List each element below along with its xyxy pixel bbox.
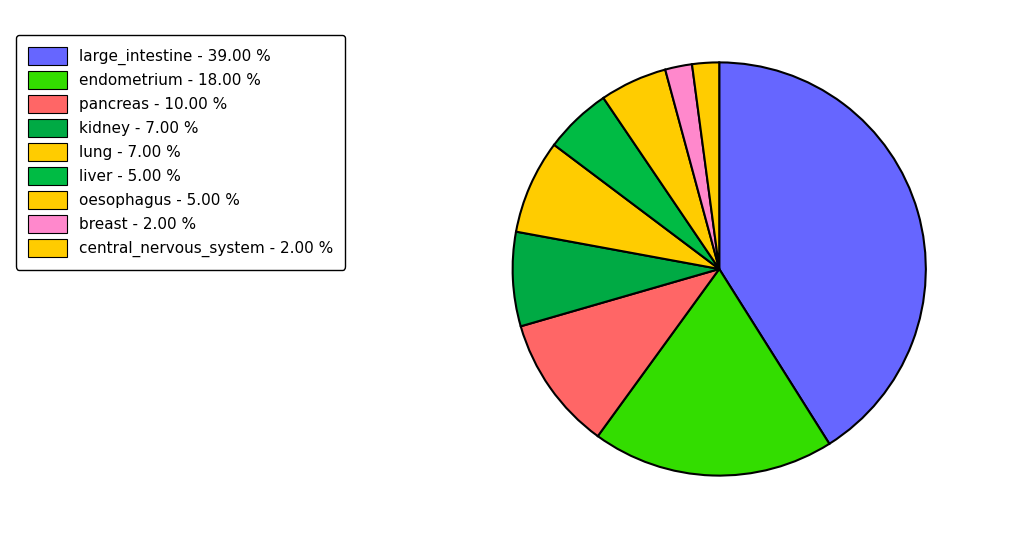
Wedge shape [604, 69, 719, 269]
Wedge shape [598, 269, 830, 476]
Legend: large_intestine - 39.00 %, endometrium - 18.00 %, pancreas - 10.00 %, kidney - 7: large_intestine - 39.00 %, endometrium -… [16, 34, 345, 270]
Wedge shape [521, 269, 719, 436]
Wedge shape [554, 98, 719, 269]
Wedge shape [516, 145, 719, 269]
Wedge shape [513, 232, 719, 327]
Wedge shape [719, 62, 926, 444]
Wedge shape [692, 62, 719, 269]
Wedge shape [666, 64, 719, 269]
